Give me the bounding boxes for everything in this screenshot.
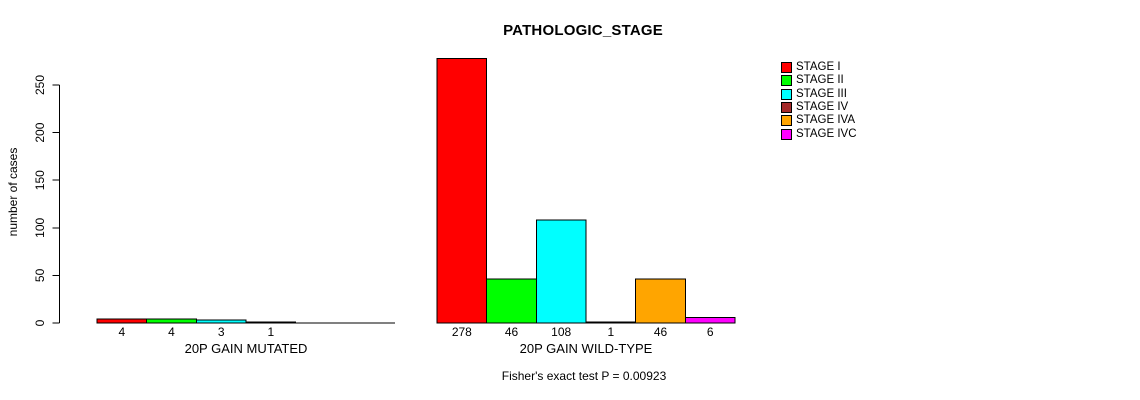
y-tick-label: 50 — [33, 268, 47, 282]
bar — [486, 278, 537, 324]
legend-label: STAGE I — [796, 61, 841, 74]
legend-label: STAGE IV — [796, 101, 849, 114]
bar — [146, 318, 197, 324]
legend-item: STAGE IVA — [781, 114, 857, 127]
group-axis-label: 20P GAIN WILD-TYPE — [520, 341, 653, 356]
fisher-test-footnote: Fisher's exact test P = 0.00923 — [501, 369, 667, 383]
y-tick-label: 200 — [33, 122, 47, 142]
legend-swatch — [781, 115, 792, 127]
bar-value-label: 46 — [505, 325, 519, 339]
chart-title: PATHOLOGIC_STAGE — [503, 22, 663, 39]
legend-swatch — [781, 75, 792, 87]
legend-label: STAGE IVA — [796, 114, 856, 127]
bar — [635, 278, 686, 324]
legend-item: STAGE III — [781, 88, 857, 101]
bar — [96, 318, 148, 324]
y-tick-label: 0 — [33, 319, 47, 326]
bar-value-label: 108 — [551, 325, 571, 339]
legend-item: STAGE IV — [781, 101, 857, 114]
bar-value-label: 1 — [267, 325, 274, 339]
legend-label: STAGE IVC — [796, 127, 857, 140]
legend-swatch — [781, 128, 792, 140]
legend-swatch — [781, 88, 792, 100]
bar — [535, 219, 587, 324]
bar — [684, 316, 736, 324]
bar-value-label: 278 — [452, 325, 472, 339]
legend: STAGE I STAGE II STAGE III STAGE IV STAGE IV… — [781, 61, 857, 141]
legend-item: STAGE II — [781, 74, 857, 87]
legend-label: STAGE III — [796, 87, 847, 100]
bar-value-label: 4 — [118, 325, 125, 339]
y-tick-label: 150 — [33, 170, 47, 190]
bar — [585, 321, 637, 324]
bar-value-label: 1 — [607, 325, 614, 339]
legend-swatch — [781, 102, 792, 114]
legend-item: STAGE IVC — [781, 127, 857, 140]
bar-value-label: 3 — [218, 325, 225, 339]
legend-item: STAGE I — [781, 61, 857, 74]
bar-value-label: 46 — [654, 325, 668, 339]
bar-value-label: 4 — [168, 325, 175, 339]
y-tick-label: 100 — [33, 217, 47, 237]
legend-label: STAGE II — [796, 74, 844, 87]
bar-value-label: 6 — [707, 325, 714, 339]
legend-swatch — [781, 62, 792, 74]
bar — [436, 57, 488, 324]
y-tick-label: 250 — [33, 75, 47, 95]
group-axis-label: 20P GAIN MUTATED — [185, 341, 308, 356]
bar — [245, 321, 297, 324]
bar — [195, 319, 247, 324]
